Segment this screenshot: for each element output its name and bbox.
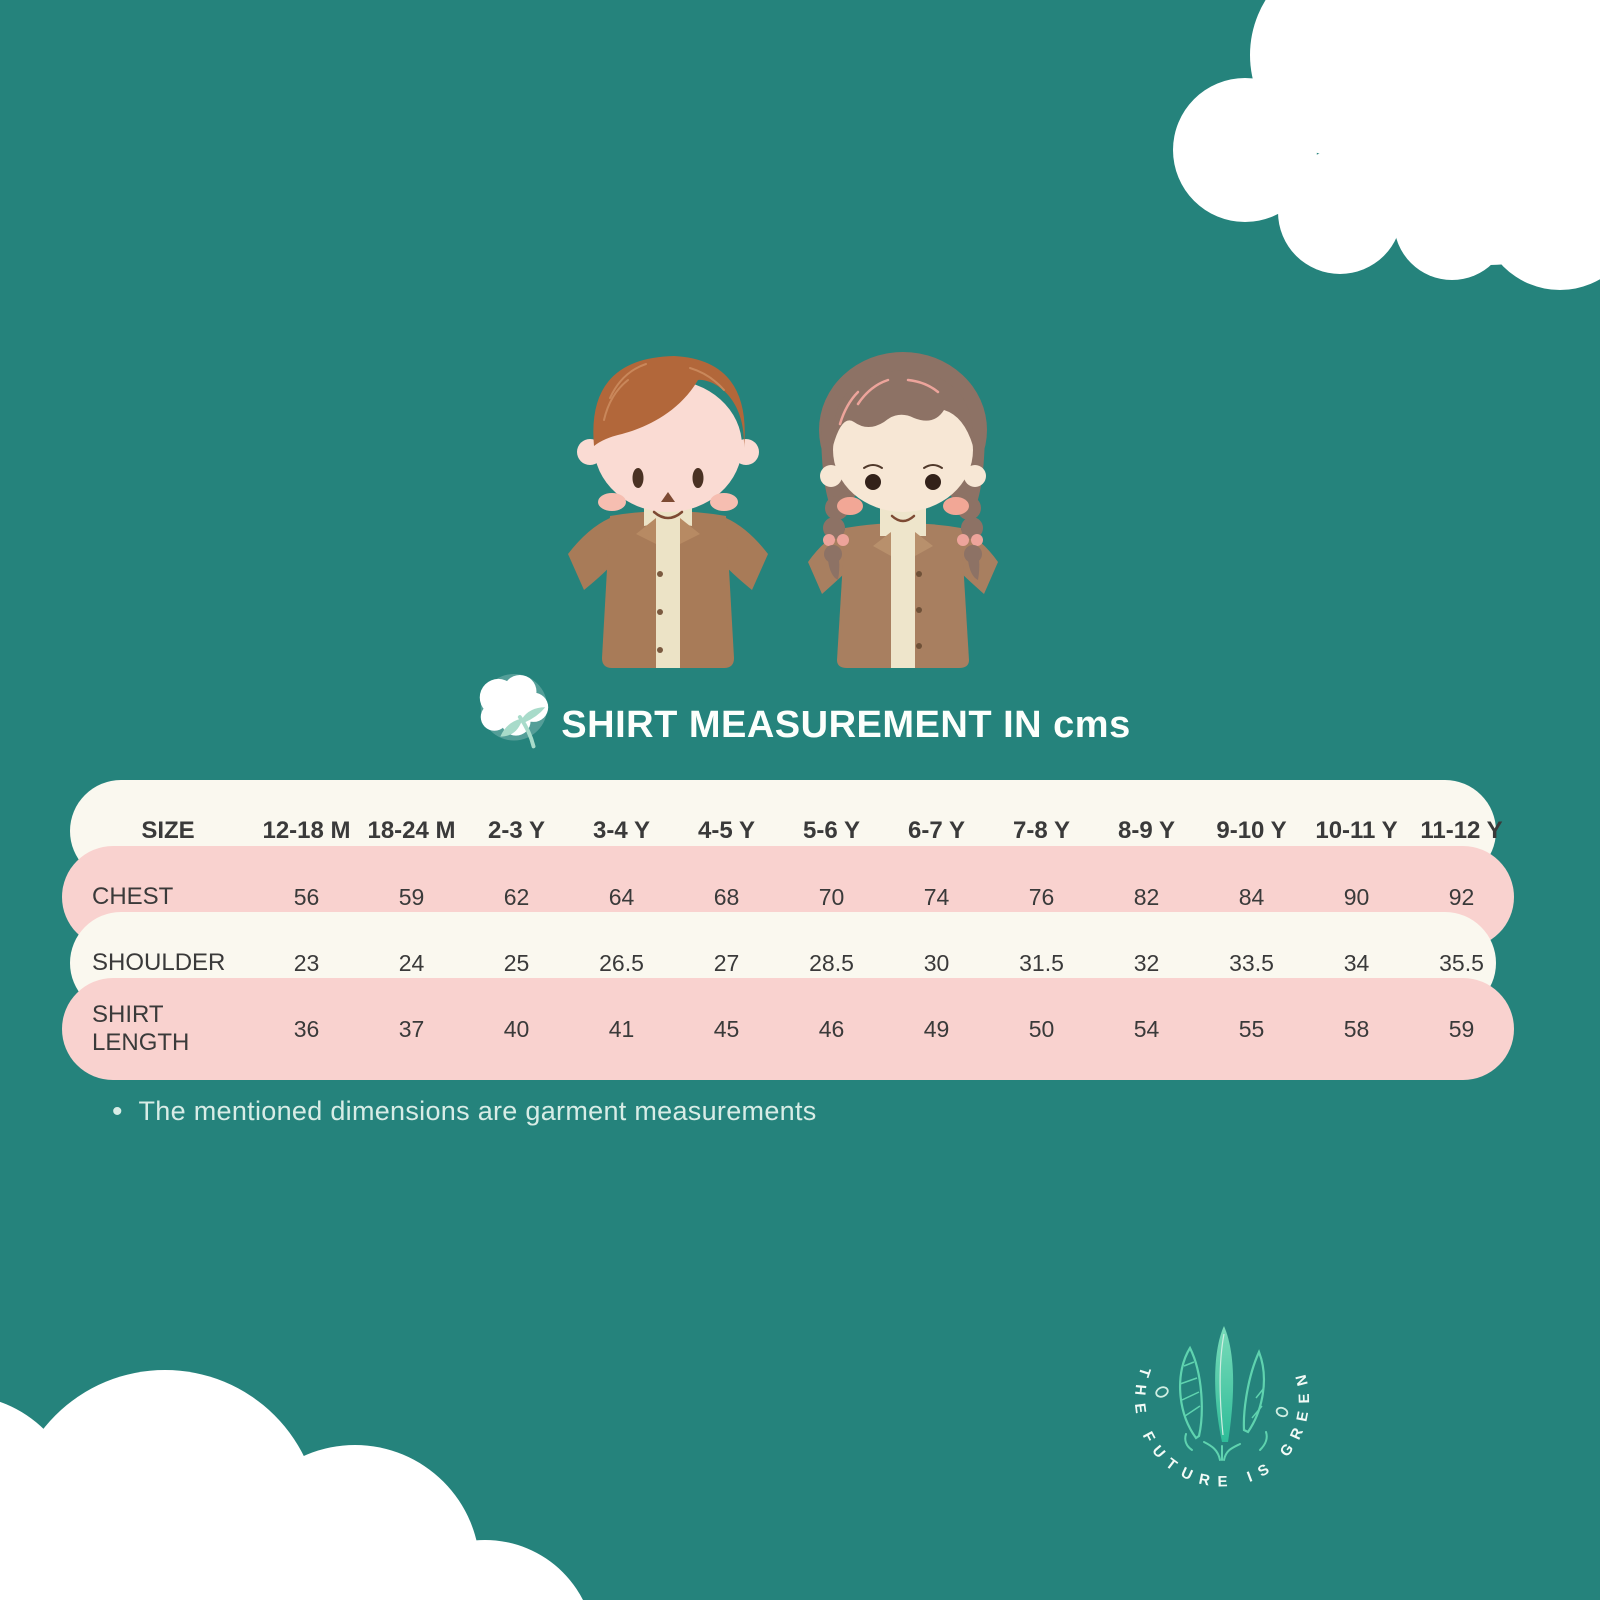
chest-value: 64	[608, 883, 635, 910]
chest-value: 74	[923, 883, 950, 910]
cotton-flower-icon	[480, 674, 549, 749]
column-header-size: SIZE	[141, 817, 195, 844]
chest-value: 62	[503, 883, 530, 910]
column-header: 9-10 Y	[1216, 817, 1287, 844]
shoulder-value: 31.5	[1019, 949, 1064, 976]
shirt-length-value: 49	[923, 1015, 950, 1042]
page-title: SHIRT MEASUREMENT IN cms	[561, 704, 1131, 746]
shirt-length-value: 59	[1448, 1015, 1475, 1042]
column-header: 6-7 Y	[908, 817, 965, 844]
row-label-shirt-length: SHIRT LENGTH	[92, 1001, 190, 1056]
shirt-length-value: 45	[713, 1015, 740, 1042]
shirt-length-value: 55	[1238, 1015, 1265, 1042]
chest-value: 70	[818, 883, 845, 910]
shoulder-value: 25	[503, 949, 530, 976]
cloud-bottom-left-illustration	[0, 1370, 583, 1600]
shirt-length-value: 58	[1343, 1015, 1370, 1042]
table-row-chest: CHEST 56 59 62 64 68 70 74 76 82 84 90 9…	[62, 846, 1514, 948]
shoulder-value: 24	[398, 949, 425, 976]
shirt-length-value: 41	[608, 1015, 635, 1042]
garment-note: • The mentioned dimensions are garment m…	[112, 1096, 817, 1127]
table-row-shoulder: SHOULDER 23 24 25 26.5 27 28.5 30 31.5 3…	[70, 912, 1496, 1014]
title-row: SHIRT MEASUREMENT IN cms	[0, 664, 1600, 768]
table-row-shirt-length: SHIRT LENGTH 36 37 40 41 45 46 49 50 54 …	[62, 978, 1514, 1080]
shoulder-value: 34	[1343, 949, 1370, 976]
column-header: 7-8 Y	[1013, 817, 1070, 844]
bullet-point: •	[112, 1094, 123, 1128]
column-header: 10-11 Y	[1315, 817, 1398, 844]
shoulder-value: 23	[293, 949, 320, 976]
shirt-length-value: 40	[503, 1015, 530, 1042]
row-label-chest: CHEST	[92, 883, 174, 910]
shirt-length-value: 37	[398, 1015, 425, 1042]
chest-value: 56	[293, 883, 320, 910]
chest-value: 76	[1028, 883, 1055, 910]
table-header-row: SIZE 12-18 M 18-24 M 2-3 Y 3-4 Y 4-5 Y 5…	[70, 780, 1503, 882]
chest-value: 84	[1238, 883, 1265, 910]
girl-illustration	[808, 352, 998, 668]
chest-value: 82	[1133, 883, 1160, 910]
shoulder-value: 33.5	[1229, 949, 1274, 976]
column-header: 18-24 M	[367, 817, 456, 844]
shirt-length-value: 50	[1028, 1015, 1055, 1042]
row-label-shoulder: SHOULDER	[92, 949, 226, 976]
leaf-sprout-icon	[1155, 1326, 1289, 1461]
shoulder-value: 32	[1133, 949, 1160, 976]
shoulder-value: 26.5	[599, 949, 644, 976]
note-text: The mentioned dimensions are garment mea…	[138, 1096, 817, 1126]
shoulder-value: 35.5	[1439, 949, 1484, 976]
shirt-length-value: 54	[1133, 1015, 1160, 1042]
column-header: 11-12 Y	[1420, 817, 1503, 844]
column-header: 3-4 Y	[593, 817, 650, 844]
shirt-length-value: 46	[818, 1015, 845, 1042]
boy-illustration	[568, 356, 768, 668]
column-header: 4-5 Y	[698, 817, 755, 844]
shirt-length-value: 36	[293, 1015, 320, 1042]
chest-value: 68	[713, 883, 740, 910]
chest-value: 90	[1343, 883, 1370, 910]
column-header: 5-6 Y	[803, 817, 860, 844]
kids-illustration	[568, 352, 998, 668]
column-header: 12-18 M	[262, 817, 351, 844]
brand-logo: THE FUTURE IS GREEN	[1131, 1326, 1311, 1491]
shoulder-value: 28.5	[809, 949, 854, 976]
shoulder-value: 30	[923, 949, 950, 976]
chest-value: 92	[1448, 883, 1475, 910]
column-header: 2-3 Y	[488, 817, 545, 844]
shoulder-value: 27	[713, 949, 740, 976]
chest-value: 59	[398, 883, 425, 910]
cloud-top-right-illustration	[1173, 0, 1600, 290]
column-header: 8-9 Y	[1118, 817, 1175, 844]
